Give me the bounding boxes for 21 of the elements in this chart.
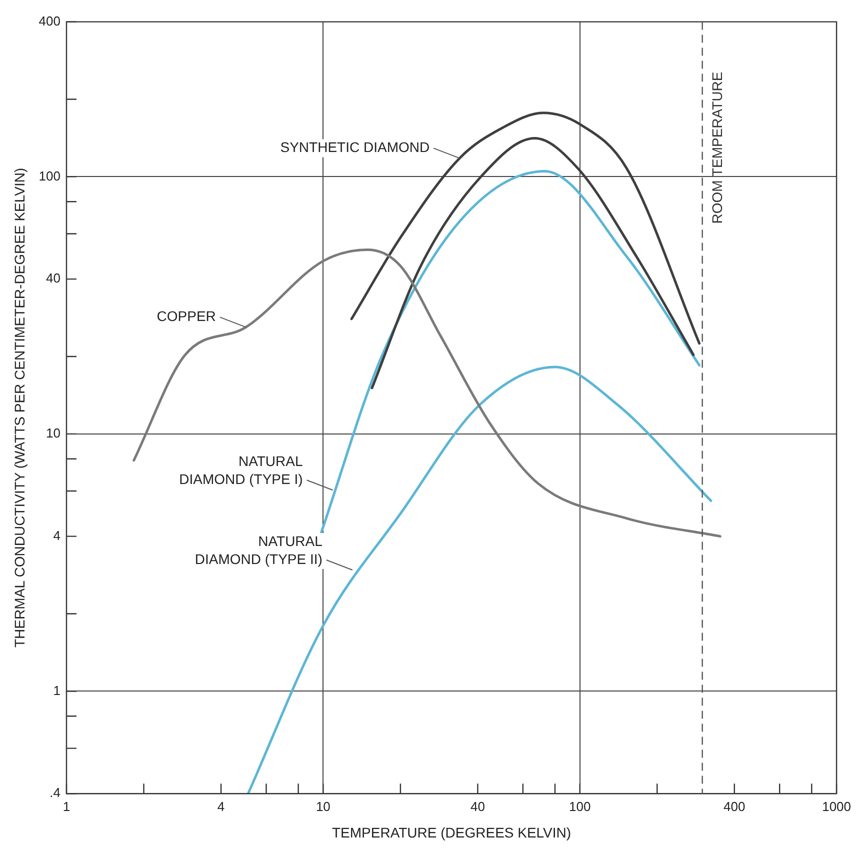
ref-line-label: ROOM TEMPERATURE xyxy=(709,72,726,224)
y-tick-label: 4 xyxy=(53,528,60,543)
x-tick-label: 100 xyxy=(569,798,591,814)
annotation: NATURAL DIAMOND (TYPE I) xyxy=(179,452,303,487)
y-tick-label: 100 xyxy=(38,168,60,184)
y-tick-label: 40 xyxy=(46,270,60,286)
y-tick-label: 400 xyxy=(38,13,60,28)
x-tick-label: 10 xyxy=(316,798,330,814)
x-tick-label: 1000 xyxy=(822,798,851,814)
annotation: COPPER xyxy=(156,308,216,324)
x-tick-label: 40 xyxy=(470,798,485,814)
y-tick-label: 10 xyxy=(46,426,60,441)
x-tick-label: 1 xyxy=(62,798,70,814)
x-tick-label: 400 xyxy=(724,798,746,814)
x-axis-title: TEMPERATURE (DEGREES KELVIN) xyxy=(332,824,572,840)
x-tick-label: 4 xyxy=(217,798,225,814)
annotation: NATURAL DIAMOND (TYPE II) xyxy=(194,532,323,567)
y-tick-label: .4 xyxy=(50,785,60,800)
annotation: SYNTHETIC DIAMOND xyxy=(280,139,430,156)
y-tick-label: 1 xyxy=(53,682,60,698)
y-axis-title: THERMAL CONDUCTIVITY (WATTS PER CENTIMETER-DEGREE KELVIN) xyxy=(11,168,28,648)
